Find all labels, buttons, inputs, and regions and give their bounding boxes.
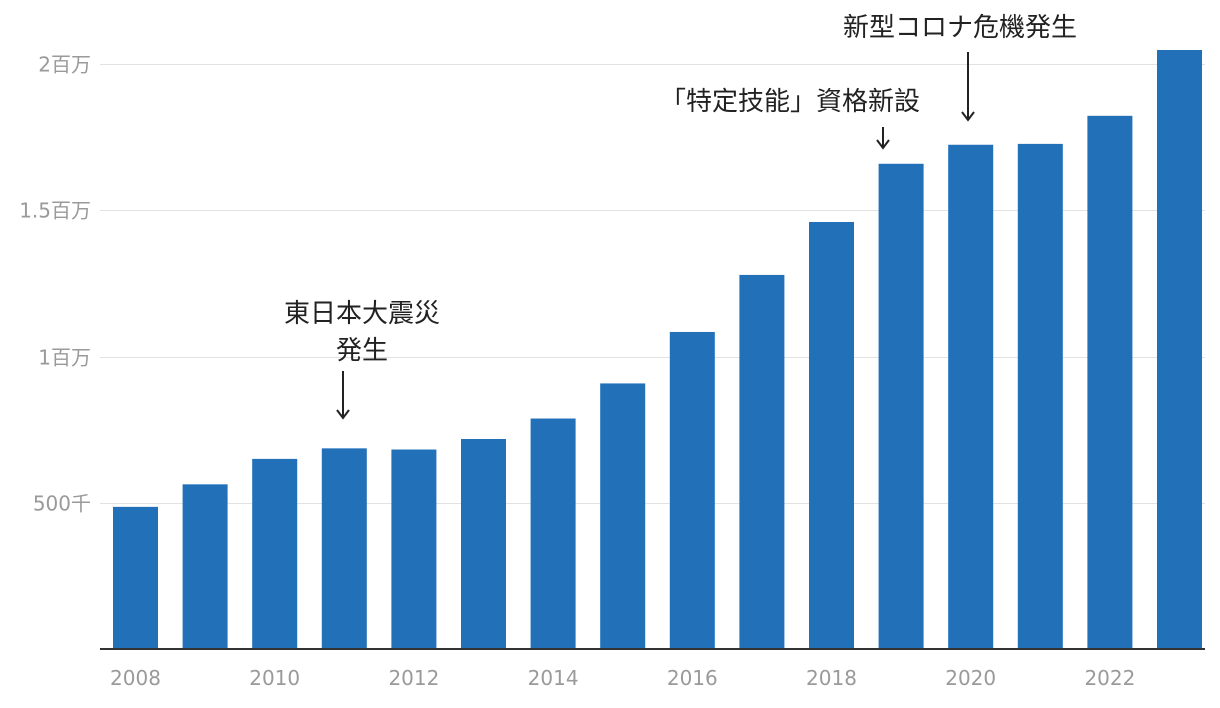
bar-2020 bbox=[948, 144, 994, 649]
bar-2023 bbox=[1157, 50, 1202, 649]
bar-2014 bbox=[530, 418, 576, 649]
bar-2021 bbox=[1017, 143, 1063, 649]
x-tick-label: 2022 bbox=[1084, 666, 1135, 690]
annotation-text: 発生 bbox=[336, 336, 388, 366]
annotation-text: 「特定技能」資格新設 bbox=[660, 87, 920, 117]
x-tick-label: 2014 bbox=[528, 666, 579, 690]
annotation-text: 東日本大震災 bbox=[284, 299, 440, 329]
arrowhead-icon bbox=[336, 409, 350, 420]
bar-2012 bbox=[391, 449, 437, 649]
bar-2010 bbox=[252, 458, 298, 649]
y-tick-label: 2百万 bbox=[38, 53, 91, 77]
x-tick-label: 2016 bbox=[667, 666, 718, 690]
annotation-2019: 「特定技能」資格新設 bbox=[660, 87, 920, 150]
annotation-text: 新型コロナ危機発生 bbox=[843, 13, 1077, 43]
bar-2008 bbox=[113, 506, 158, 649]
bar-2016 bbox=[669, 331, 715, 649]
bar-2015 bbox=[600, 383, 646, 649]
x-tick-label: 2018 bbox=[806, 666, 857, 690]
bar-2009 bbox=[182, 484, 228, 649]
arrowhead-icon bbox=[876, 139, 890, 150]
x-tick-label: 2020 bbox=[945, 666, 996, 690]
bar-2011 bbox=[321, 448, 367, 649]
bar-2022 bbox=[1087, 115, 1133, 649]
arrowhead-icon bbox=[961, 111, 975, 122]
bar-2013 bbox=[461, 438, 506, 649]
x-tick-labels: 2008 2010 2012 2014 2016 2018 2020 2022 bbox=[110, 666, 1135, 690]
y-tick-labels: 500千 1百万 1.5百万 2百万 bbox=[19, 53, 91, 516]
bar-2018 bbox=[809, 221, 854, 649]
y-tick-label: 500千 bbox=[33, 492, 91, 516]
y-tick-label: 1百万 bbox=[38, 346, 91, 370]
bars bbox=[113, 50, 1202, 649]
x-tick-label: 2010 bbox=[249, 666, 300, 690]
annotation-2020: 新型コロナ危機発生 bbox=[843, 13, 1077, 122]
y-tick-label: 1.5百万 bbox=[19, 199, 91, 223]
bar-2019 bbox=[878, 163, 924, 649]
x-tick-label: 2008 bbox=[110, 666, 161, 690]
bar-2017 bbox=[739, 274, 785, 649]
x-tick-label: 2012 bbox=[388, 666, 439, 690]
